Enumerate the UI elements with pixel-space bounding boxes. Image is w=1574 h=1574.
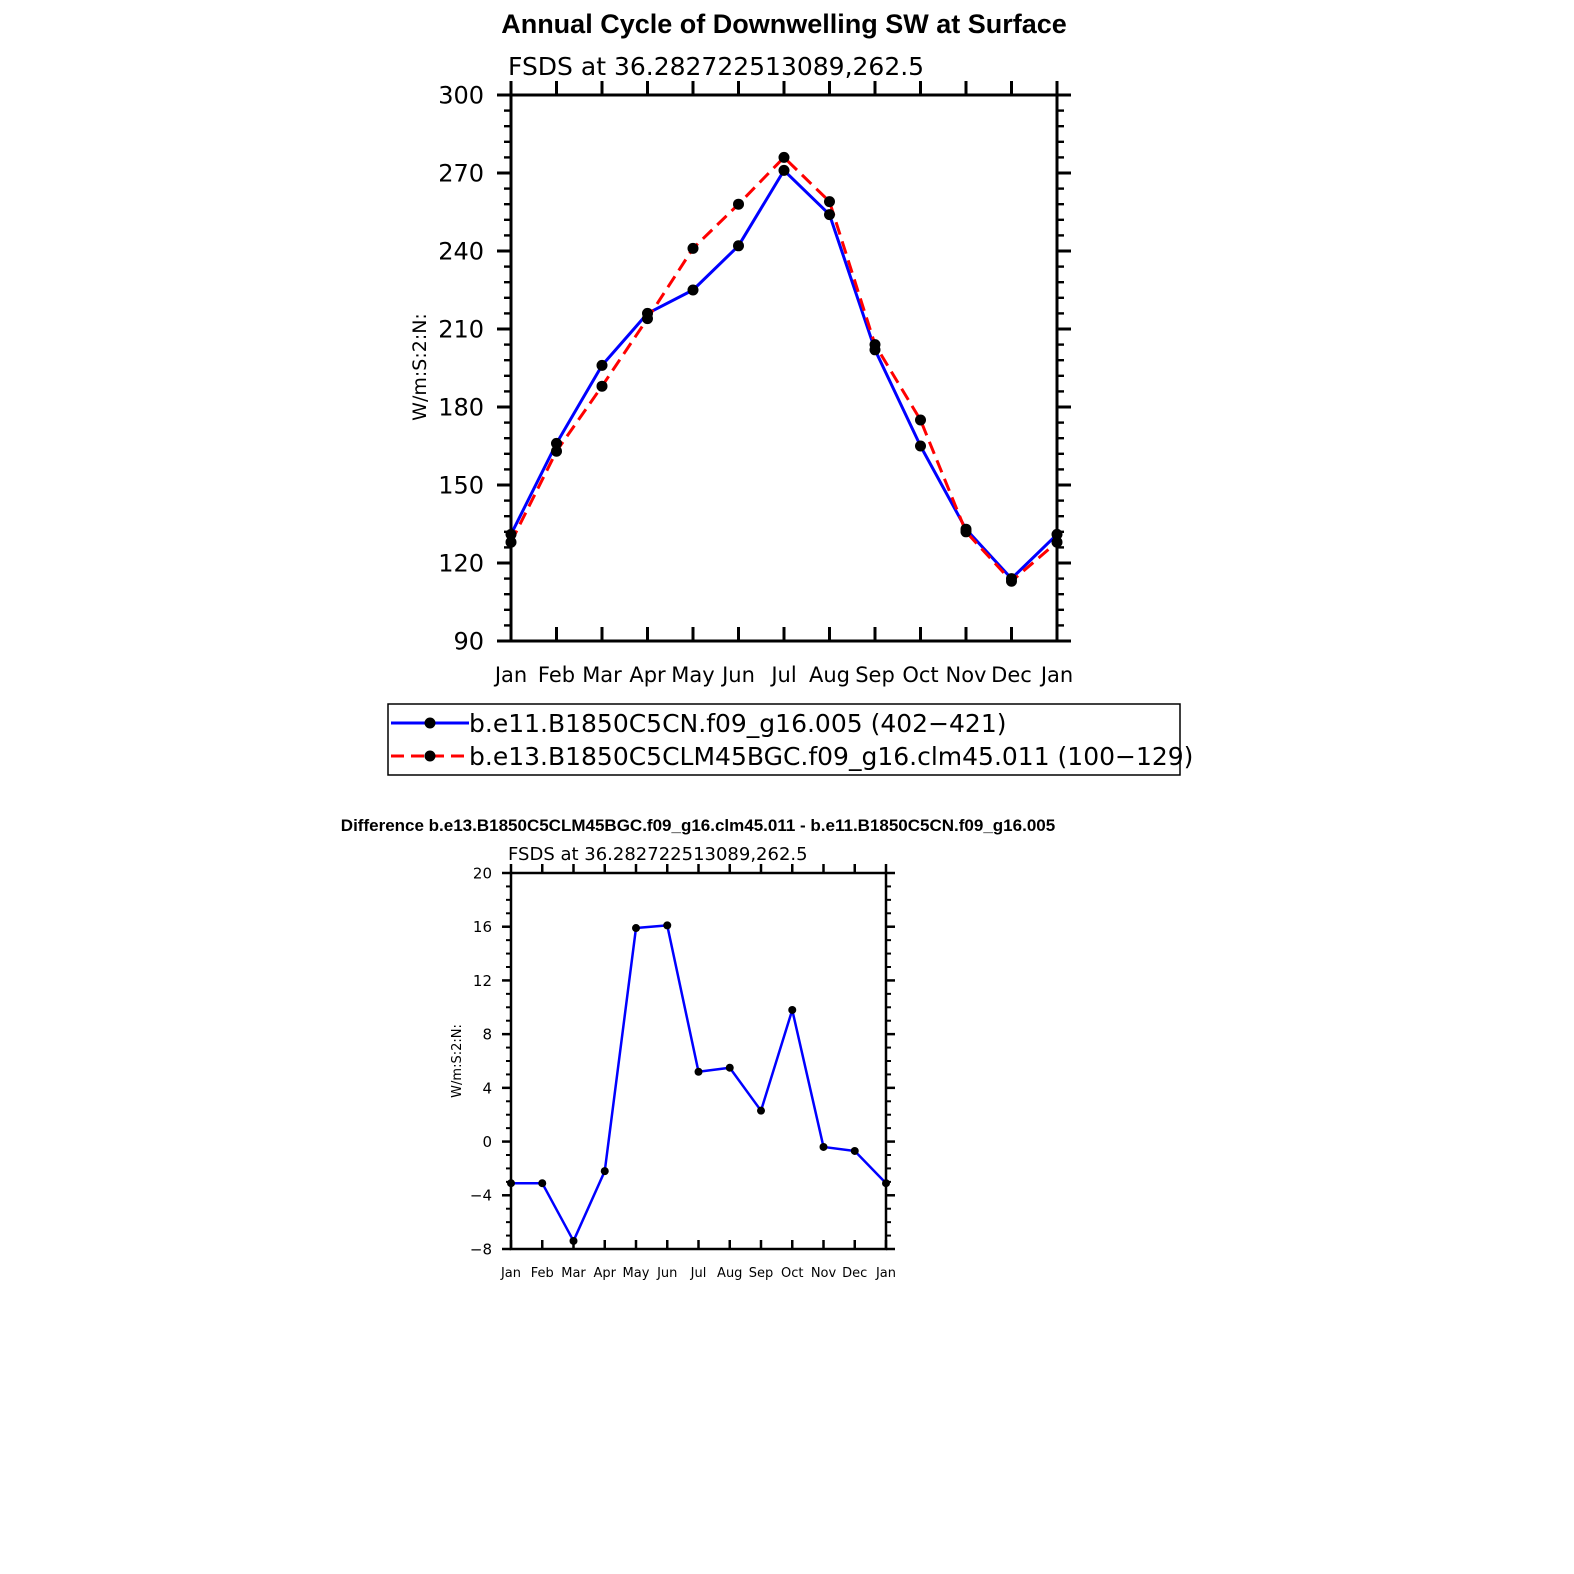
x-tick-label: Jun <box>720 663 755 687</box>
series-1-point <box>733 240 744 252</box>
x-tick-label: May <box>623 1266 650 1281</box>
x-tick-label: Jan <box>500 1266 521 1281</box>
y-tick-label: −8 <box>470 1240 492 1258</box>
legend-marker-series2 <box>424 750 436 762</box>
chart1-title: Annual Cycle of Downwelling SW at Surfac… <box>501 9 1067 39</box>
x-tick-label: Feb <box>538 663 575 687</box>
series-2-point <box>1006 575 1017 587</box>
series-1-point <box>687 284 699 296</box>
series-1-point <box>915 440 926 452</box>
x-tick-label: Dec <box>991 663 1032 687</box>
series-1-point <box>694 1067 703 1076</box>
chart2-plot-frame <box>509 871 888 1251</box>
series-line-1 <box>511 924 887 1243</box>
series-2-point <box>551 445 562 457</box>
y-tick-label: 16 <box>473 918 492 936</box>
series-1-point <box>757 1106 765 1115</box>
chart1-legend: b.e11.B1850C5CN.f09_g16.005 (402−421) b.… <box>387 703 1193 776</box>
x-tick-label: May <box>671 663 714 687</box>
y-tick-label: 12 <box>473 972 492 990</box>
series-1-point <box>819 1142 828 1151</box>
series-1-point <box>569 1236 578 1245</box>
annual-cycle-chart: Annual Cycle of Downwelling SW at Surfac… <box>387 9 1193 776</box>
x-tick-label: Sep <box>749 1266 774 1281</box>
x-tick-label: Aug <box>809 663 850 687</box>
series-2-point <box>915 414 926 426</box>
chart2-subtitle: FSDS at 36.282722513089,262.5 <box>508 844 808 865</box>
x-tick-label: Jan <box>875 1266 896 1281</box>
y-tick-label: 210 <box>438 316 484 344</box>
x-tick-label: Mar <box>561 1266 586 1281</box>
series-1-point <box>551 437 562 449</box>
series-2-point <box>687 242 699 254</box>
y-tick-label: 270 <box>438 160 484 188</box>
series-1-point <box>600 1167 609 1176</box>
series-1-point <box>663 921 672 930</box>
chart1-plot-frame <box>509 93 1059 643</box>
x-tick-label: Jan <box>493 663 527 687</box>
series-1-point <box>788 1005 797 1014</box>
x-tick-label: Feb <box>531 1266 554 1281</box>
x-tick-label: Oct <box>781 1266 803 1281</box>
legend-label-series2: b.e13.B1850C5CLM45BGC.f09_g16.clm45.011 … <box>469 742 1193 771</box>
x-tick-label: Nov <box>946 663 987 687</box>
y-tick-label: 300 <box>438 82 484 110</box>
series-2-point <box>960 526 972 538</box>
y-tick-label: −4 <box>470 1187 492 1205</box>
series-line-1 <box>509 168 1059 581</box>
series-1-point <box>632 924 640 933</box>
y-tick-label: 4 <box>482 1079 492 1097</box>
series-2-point <box>596 380 608 392</box>
x-tick-label: Jul <box>769 663 796 687</box>
y-tick-label: 180 <box>438 394 484 422</box>
x-tick-label: Jun <box>656 1266 677 1281</box>
x-tick-label: Apr <box>629 663 666 687</box>
chart1-subtitle: FSDS at 36.282722513089,262.5 <box>508 52 924 81</box>
series-line-2 <box>509 155 1058 583</box>
x-tick-label: Dec <box>842 1266 867 1281</box>
series-2-point <box>733 198 744 210</box>
y-tick-label: 90 <box>453 628 484 656</box>
chart1-ylabel: W/m:S:2:N: <box>409 313 431 421</box>
legend-marker-series1 <box>424 717 436 729</box>
y-tick-label: 0 <box>482 1133 492 1151</box>
series-2-point <box>824 196 835 208</box>
y-tick-label: 240 <box>438 238 484 266</box>
series-1-point <box>725 1063 734 1072</box>
x-tick-label: Oct <box>902 663 938 687</box>
x-tick-label: Mar <box>582 663 622 687</box>
legend-box <box>387 703 1181 776</box>
legend-label-series1: b.e11.B1850C5CN.f09_g16.005 (402−421) <box>469 709 1007 738</box>
series-1-point <box>596 359 608 371</box>
difference-chart: Difference b.e13.B1850C5CLM45BGC.f09_g16… <box>341 816 1055 1281</box>
series-1-point <box>538 1179 547 1188</box>
y-tick-label: 20 <box>473 864 492 882</box>
x-tick-label: Nov <box>811 1266 837 1281</box>
x-tick-label: Sep <box>855 663 895 687</box>
x-tick-label: Aug <box>717 1266 742 1281</box>
series-2-point <box>642 313 653 325</box>
series-1-point <box>824 209 835 221</box>
series-1-point <box>778 164 790 176</box>
chart2-ylabel: W/m:S:2:N: <box>450 1024 465 1098</box>
y-tick-label: 8 <box>482 1026 492 1044</box>
series-1-point <box>850 1146 859 1155</box>
chart2-title: Difference b.e13.B1850C5CLM45BGC.f09_g16… <box>341 816 1055 835</box>
series-2-point <box>778 151 790 163</box>
series-2-point <box>869 339 881 351</box>
y-tick-label: 120 <box>438 550 484 578</box>
y-tick-label: 150 <box>438 472 484 500</box>
x-tick-label: Apr <box>594 1266 617 1281</box>
x-tick-label: Jan <box>1039 663 1073 687</box>
x-tick-label: Jul <box>690 1266 707 1281</box>
